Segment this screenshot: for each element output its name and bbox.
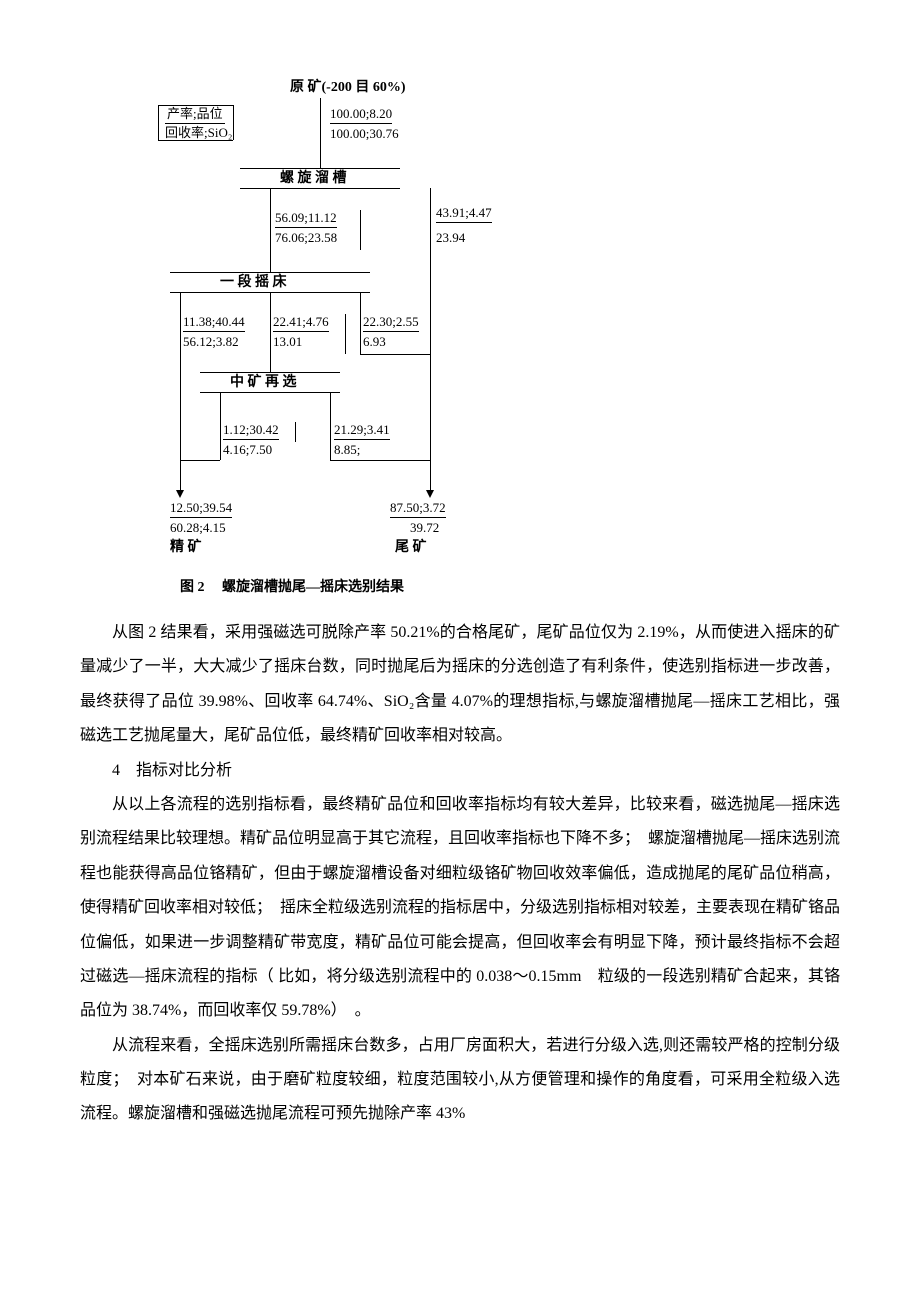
s2c2-top: 22.41;4.76 [273,314,329,332]
s3r-bot: 8.85; [334,442,360,458]
stage2-label: 一 段 摇 床 [220,275,287,292]
paragraph-2: 从以上各流程的选别指标看，最终精矿品位和回收率指标均有较大差异，比较来看，磁选抛… [80,788,840,1029]
final-l-top: 12.50;39.54 [170,500,232,518]
legend-bottom: 回收率;SiO₂ [163,124,234,142]
s2c3-top: 22.30;2.55 [363,314,419,332]
tailings-label: 尾 矿 [395,540,427,557]
final-l-bot: 60.28;4.15 [170,520,226,536]
paragraph-3: 从流程来看，全摇床选别所需摇床台数多，占用厂房面积大，若进行分级入选,则还需较严… [80,1029,840,1132]
final-r-top: 87.50;3.72 [390,500,446,518]
s1-left-bottom: 76.06;23.58 [275,230,337,246]
concentrate-label: 精 矿 [170,540,202,557]
s2c2-bot: 13.01 [273,334,302,350]
s3l-top: 1.12;30.42 [223,422,279,440]
feed-title: 原 矿(-200 目 60%) [290,80,406,97]
arrow-down-icon [426,490,434,498]
stage3-label: 中 矿 再 选 [230,375,297,392]
stage1-label: 螺 旋 溜 槽 [280,171,347,188]
feed-val-top: 100.00;8.20 [330,106,392,124]
s2c1-top: 11.38;40.44 [183,314,245,332]
section-heading: 4 指标对比分析 [80,754,840,788]
figure-caption: 图 2 螺旋溜槽抛尾—摇床选别结果 [180,576,840,596]
paragraph-1: 从图 2 结果看，采用强磁选可脱除产率 50.21%的合格尾矿，尾矿品位仅为 2… [80,616,840,754]
s2c3-bot: 6.93 [363,334,386,350]
arrow-down-icon [176,490,184,498]
s1-right-bottom: 23.94 [436,230,465,246]
legend-top: 产率;品位 [165,106,225,124]
flowchart-diagram: 原 矿(-200 目 60%) 产率;品位 回收率;SiO₂ 100.00;8.… [120,80,500,570]
s3r-top: 21.29;3.41 [334,422,390,440]
final-r-bot: 39.72 [410,520,439,536]
s1-right-top: 43.91;4.47 [436,205,492,223]
s1-left-top: 56.09;11.12 [275,210,337,228]
feed-val-bottom: 100.00;30.76 [330,126,399,142]
s3l-bot: 4.16;7.50 [223,442,272,458]
s2c1-bot: 56.12;3.82 [183,334,239,350]
